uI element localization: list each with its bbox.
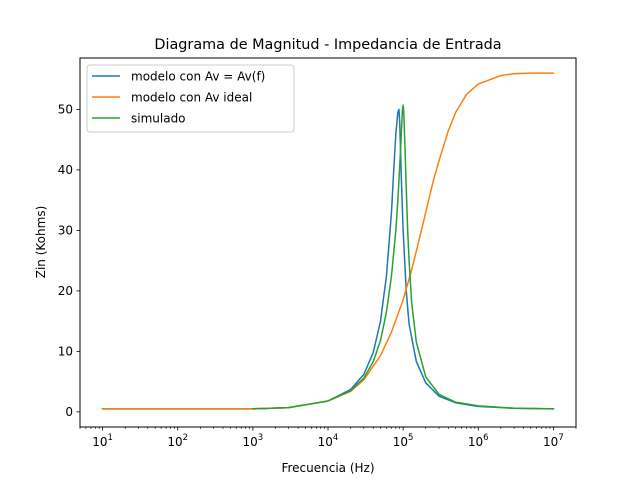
series-layer — [101, 72, 555, 410]
y-tick-label: 30 — [58, 224, 73, 238]
chart-title: Diagrama de Magnitud - Impedancia de Ent… — [154, 37, 501, 53]
x-tick-label: 103 — [243, 433, 264, 449]
legend-box — [86, 64, 295, 133]
x-tick-label: 102 — [167, 433, 188, 449]
y-tick-label: 10 — [58, 345, 73, 359]
y-axis-label: Zin (Kohms) — [34, 206, 48, 279]
y-tick-label: 50 — [58, 103, 73, 117]
legend-label: simulado — [131, 111, 186, 125]
y-tick-label: 20 — [58, 284, 73, 298]
y-tick-label: 0 — [65, 405, 73, 419]
legend: modelo con Av = Av(f) modelo con Av ideal… — [86, 64, 295, 133]
x-tick-label: 105 — [393, 433, 414, 449]
x-tick-label: 107 — [543, 433, 564, 449]
x-tick-label: 106 — [468, 433, 489, 449]
x-tick-label: 104 — [318, 433, 339, 449]
x-axis-ticks: 101 102 103 104 105 106 107 — [79, 427, 577, 449]
x-tick-label: 101 — [92, 433, 113, 449]
legend-label: modelo con Av = Av(f) — [131, 69, 265, 83]
legend-label: modelo con Av ideal — [131, 90, 252, 104]
plot-area — [79, 57, 577, 428]
series-line-3 — [252, 104, 555, 410]
x-axis-label: Frecuencia (Hz) — [281, 461, 374, 475]
y-tick-label: 40 — [58, 163, 73, 177]
y-axis-ticks: 0 10 20 30 40 50 — [58, 103, 80, 419]
